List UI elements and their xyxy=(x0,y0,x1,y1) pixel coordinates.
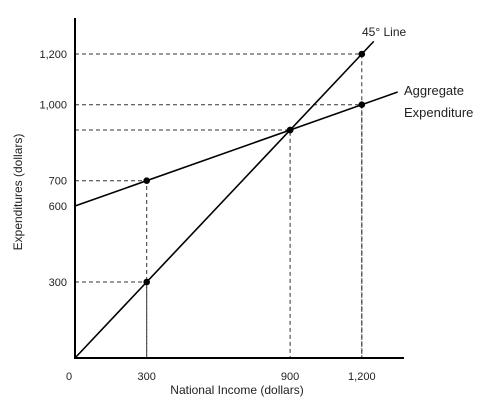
series-lines xyxy=(74,40,398,359)
x-tick-label-0: 0 xyxy=(66,371,72,383)
guide-300-700 xyxy=(75,180,148,358)
line-45-degree xyxy=(74,40,375,359)
line-aggregate-expenditure xyxy=(74,91,398,207)
point-line-45-degree-300-300 xyxy=(143,278,150,286)
label-45-degree-line: 45° Line xyxy=(362,25,406,39)
data-points xyxy=(143,50,366,286)
point-line-aggregate-expenditure-1200-1000 xyxy=(358,101,366,108)
y-tick-label-1000: 1,000 xyxy=(39,100,67,112)
y-tick-label-1200: 1,200 xyxy=(39,49,67,61)
label-aggregate-expenditure: Aggregate Expenditure xyxy=(404,83,473,120)
y-axis-title: Expenditures (dollars) xyxy=(11,134,25,251)
x-tick-label-300: 300 xyxy=(138,371,156,383)
point-line-aggregate-expenditure-900-900 xyxy=(286,126,294,134)
tick-labels: 0 300 900 1,200 300 600 700 1,000 1,200 xyxy=(39,49,375,383)
guide-900-900 xyxy=(75,129,291,358)
x-axis-title: National Income (dollars) xyxy=(170,383,303,397)
x-tick-label-1200: 1,200 xyxy=(348,371,376,383)
point-line-aggregate-expenditure-300-700 xyxy=(143,177,150,184)
y-tick-label-300: 300 xyxy=(49,277,67,289)
y-tick-label-600: 600 xyxy=(49,201,67,213)
point-line-45-degree-1200-1200 xyxy=(358,50,366,58)
guide-1200-1000 xyxy=(75,104,363,358)
axes xyxy=(74,18,404,359)
y-tick-label-700: 700 xyxy=(49,176,67,188)
x-tick-label-900: 900 xyxy=(281,371,299,383)
